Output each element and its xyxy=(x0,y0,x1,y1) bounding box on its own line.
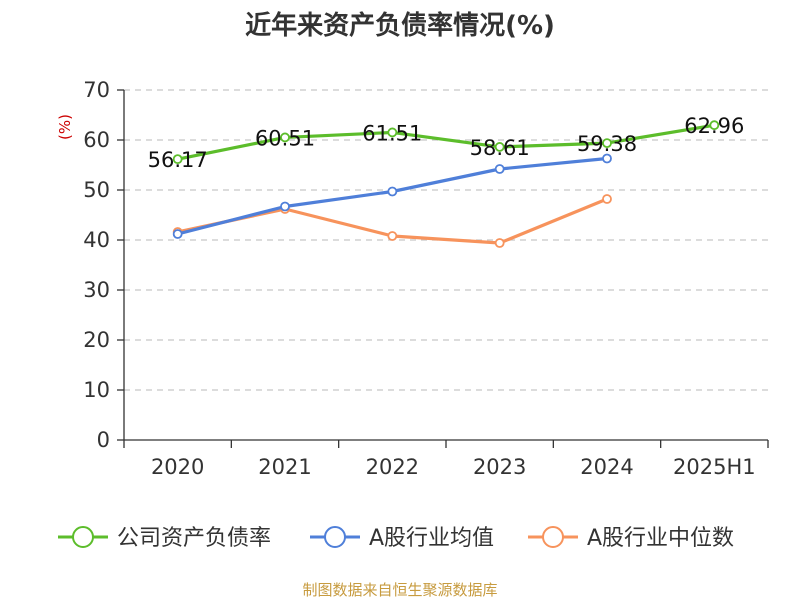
data-point xyxy=(602,153,612,164)
y-tick-label: 10 xyxy=(83,378,110,402)
legend: 公司资产负债率 A股行业均值 A股行业中位数 xyxy=(58,526,734,551)
y-tick-label: 20 xyxy=(83,328,110,352)
chart-title: 近年来资产负债率情况(%) xyxy=(245,10,555,41)
data-point xyxy=(387,127,398,138)
data-point xyxy=(387,186,398,197)
y-axis-ticks: 0 10 20 30 40 50 60 70 xyxy=(83,78,110,452)
legend-label: A股行业均值 xyxy=(369,526,494,551)
data-point xyxy=(172,229,183,239)
x-tick-label: 2020 xyxy=(151,455,204,479)
legend-marker xyxy=(72,526,94,548)
source-note: 制图数据来自恒生聚源数据库 xyxy=(302,581,497,599)
data-point xyxy=(494,142,505,152)
data-point xyxy=(172,154,183,165)
data-label: 61.51 xyxy=(362,121,422,145)
data-point xyxy=(602,194,612,204)
y-tick-label: 30 xyxy=(83,278,110,302)
y-tick-label: 0 xyxy=(97,428,110,452)
data-label: 62.96 xyxy=(684,114,744,138)
x-tick-label: 2023 xyxy=(473,455,526,479)
series-line-0 xyxy=(177,123,715,161)
y-tick-label: 50 xyxy=(83,178,110,202)
x-tick-label: 2024 xyxy=(580,455,633,479)
data-point xyxy=(280,132,290,143)
data-point xyxy=(494,164,505,174)
data-point xyxy=(280,201,290,212)
x-tick-label: 2022 xyxy=(366,455,419,479)
legend-marker xyxy=(324,526,346,548)
data-point xyxy=(709,120,720,131)
data-point xyxy=(602,138,612,149)
y-tick-label: 70 xyxy=(83,78,110,102)
data-point xyxy=(387,231,398,241)
data-label: 59.38 xyxy=(577,132,637,156)
x-axis-ticks: 2020 2021 2022 2023 2024 2025H1 xyxy=(151,455,756,479)
axes xyxy=(117,89,769,448)
legend-label: 公司资产负债率 xyxy=(117,526,271,551)
legend-marker xyxy=(542,526,564,548)
legend-label: A股行业中位数 xyxy=(587,526,734,551)
series-group xyxy=(172,120,720,248)
x-tick-label: 2021 xyxy=(258,455,311,479)
data-label: 58.61 xyxy=(470,136,530,160)
data-labels: 56.17 60.51 61.51 58.61 59.38 62.96 xyxy=(148,114,745,172)
data-label: 56.17 xyxy=(148,148,208,172)
y-axis-unit-label: (%) xyxy=(56,114,74,140)
x-tick-label: 2025H1 xyxy=(673,455,756,479)
y-tick-label: 40 xyxy=(83,228,110,252)
data-point xyxy=(494,238,505,248)
y-tick-label: 60 xyxy=(83,128,110,152)
data-label: 60.51 xyxy=(255,126,315,150)
